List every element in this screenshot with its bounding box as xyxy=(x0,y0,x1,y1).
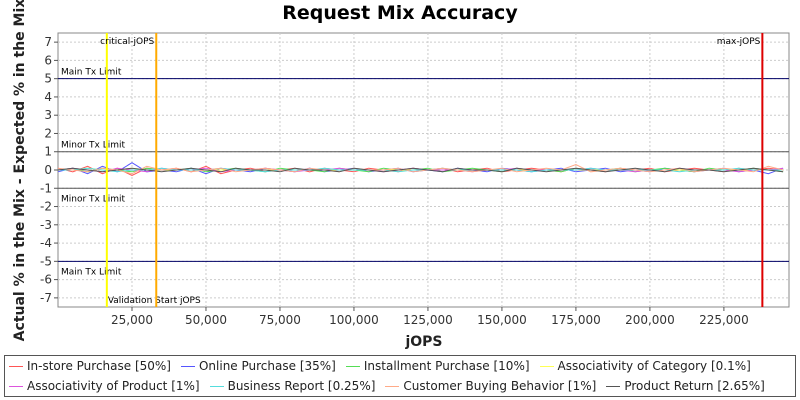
y-axis-label: Actual % in the Mix - Expected % in the … xyxy=(12,0,28,341)
legend-item: In-store Purchase [50%] xyxy=(9,359,171,373)
y-tick-label: -6 xyxy=(40,273,52,287)
legend-label: In-store Purchase [50%] xyxy=(27,359,171,373)
legend-label: Online Purchase [35%] xyxy=(198,359,336,373)
legend-swatch xyxy=(606,385,621,387)
chart-svg: Main Tx Limit Main Tx Limit Minor Tx Limit… xyxy=(12,0,790,350)
legend: In-store Purchase [50%] Online Purchase [… xyxy=(4,355,796,397)
y-tick-label: 2 xyxy=(44,126,52,140)
axis-layer: -7 -6 -5 -4 -3 -2 -1 0 1 2 3 4 5 6 7 25,000 50,000 75,000… xyxy=(40,35,749,327)
limit-line-label: Main Tx Limit xyxy=(61,68,122,78)
y-tick-label: 4 xyxy=(44,90,52,104)
y-tick-label: 6 xyxy=(44,53,52,67)
chart-title: Request Mix Accuracy xyxy=(282,2,518,24)
x-tick-label: 125,000 xyxy=(403,313,453,327)
x-tick-label: 175,000 xyxy=(551,313,601,327)
y-tick-label: -2 xyxy=(40,200,52,214)
legend-row: In-store Purchase [50%] Online Purchase [… xyxy=(5,356,795,376)
vertical-marker-label: Validation Start jOPS xyxy=(108,296,201,306)
y-tick-label: 0 xyxy=(44,163,52,177)
legend-swatch xyxy=(539,365,554,367)
legend-swatch xyxy=(9,365,23,367)
series-layer xyxy=(57,162,784,177)
y-tick-label: -5 xyxy=(40,254,52,268)
series-line xyxy=(57,163,784,175)
y-tick-label: 5 xyxy=(44,72,52,86)
y-tick-label: 3 xyxy=(44,108,52,122)
legend-swatch xyxy=(385,385,400,387)
legend-label: Product Return [2.65%] xyxy=(624,379,765,393)
legend-label: Installment Purchase [10%] xyxy=(363,359,530,373)
vertical-marker-label: critical-jOPS xyxy=(100,37,154,47)
legend-row: Associativity of Product [1%] Business Re… xyxy=(5,376,795,396)
y-tick-label: -4 xyxy=(40,236,52,250)
vertical-marker-label: max-jOPS xyxy=(717,37,761,47)
legend-label: Customer Buying Behavior [1%] xyxy=(403,379,597,393)
legend-item: Associativity of Product [1%] xyxy=(9,379,200,393)
legend-item: Customer Buying Behavior [1%] xyxy=(385,379,596,393)
limit-line-label: Minor Tx Limit xyxy=(61,141,126,151)
legend-item: Associativity of Category [0.1%] xyxy=(539,359,751,373)
y-tick-label: 7 xyxy=(44,35,52,49)
x-tick-label: 25,000 xyxy=(111,313,153,327)
x-tick-label: 225,000 xyxy=(699,313,749,327)
limit-line-label: Minor Tx Limit xyxy=(61,194,126,204)
limit-layer: Main Tx Limit Main Tx Limit Minor Tx Limit… xyxy=(58,68,789,277)
marker-layer: Validation Start jOPS critical-jOPS max-jO… xyxy=(100,33,764,307)
x-tick-label: 75,000 xyxy=(259,313,301,327)
y-tick-label: -1 xyxy=(40,181,52,195)
legend-swatch xyxy=(180,365,195,367)
legend-label: Associativity of Product [1%] xyxy=(27,379,200,393)
x-axis-label: jOPS xyxy=(404,334,442,350)
y-tick-label: -7 xyxy=(40,291,52,305)
x-tick-label: 50,000 xyxy=(185,313,227,327)
legend-item: Installment Purchase [10%] xyxy=(345,359,530,373)
legend-swatch xyxy=(345,365,360,367)
x-tick-label: 200,000 xyxy=(625,313,675,327)
x-tick-label: 100,000 xyxy=(329,313,379,327)
y-tick-label: -3 xyxy=(40,218,52,232)
series-line xyxy=(57,167,784,173)
legend-swatch xyxy=(209,385,224,387)
legend-swatch xyxy=(9,385,23,387)
legend-item: Online Purchase [35%] xyxy=(180,359,336,373)
x-tick-label: 150,000 xyxy=(477,313,527,327)
legend-item: Product Return [2.65%] xyxy=(606,379,765,393)
limit-line-label: Main Tx Limit xyxy=(61,267,122,277)
legend-label: Associativity of Category [0.1%] xyxy=(557,359,751,373)
legend-item: Business Report [0.25%] xyxy=(209,379,376,393)
legend-label: Business Report [0.25%] xyxy=(227,379,376,393)
y-tick-label: 1 xyxy=(44,145,52,159)
